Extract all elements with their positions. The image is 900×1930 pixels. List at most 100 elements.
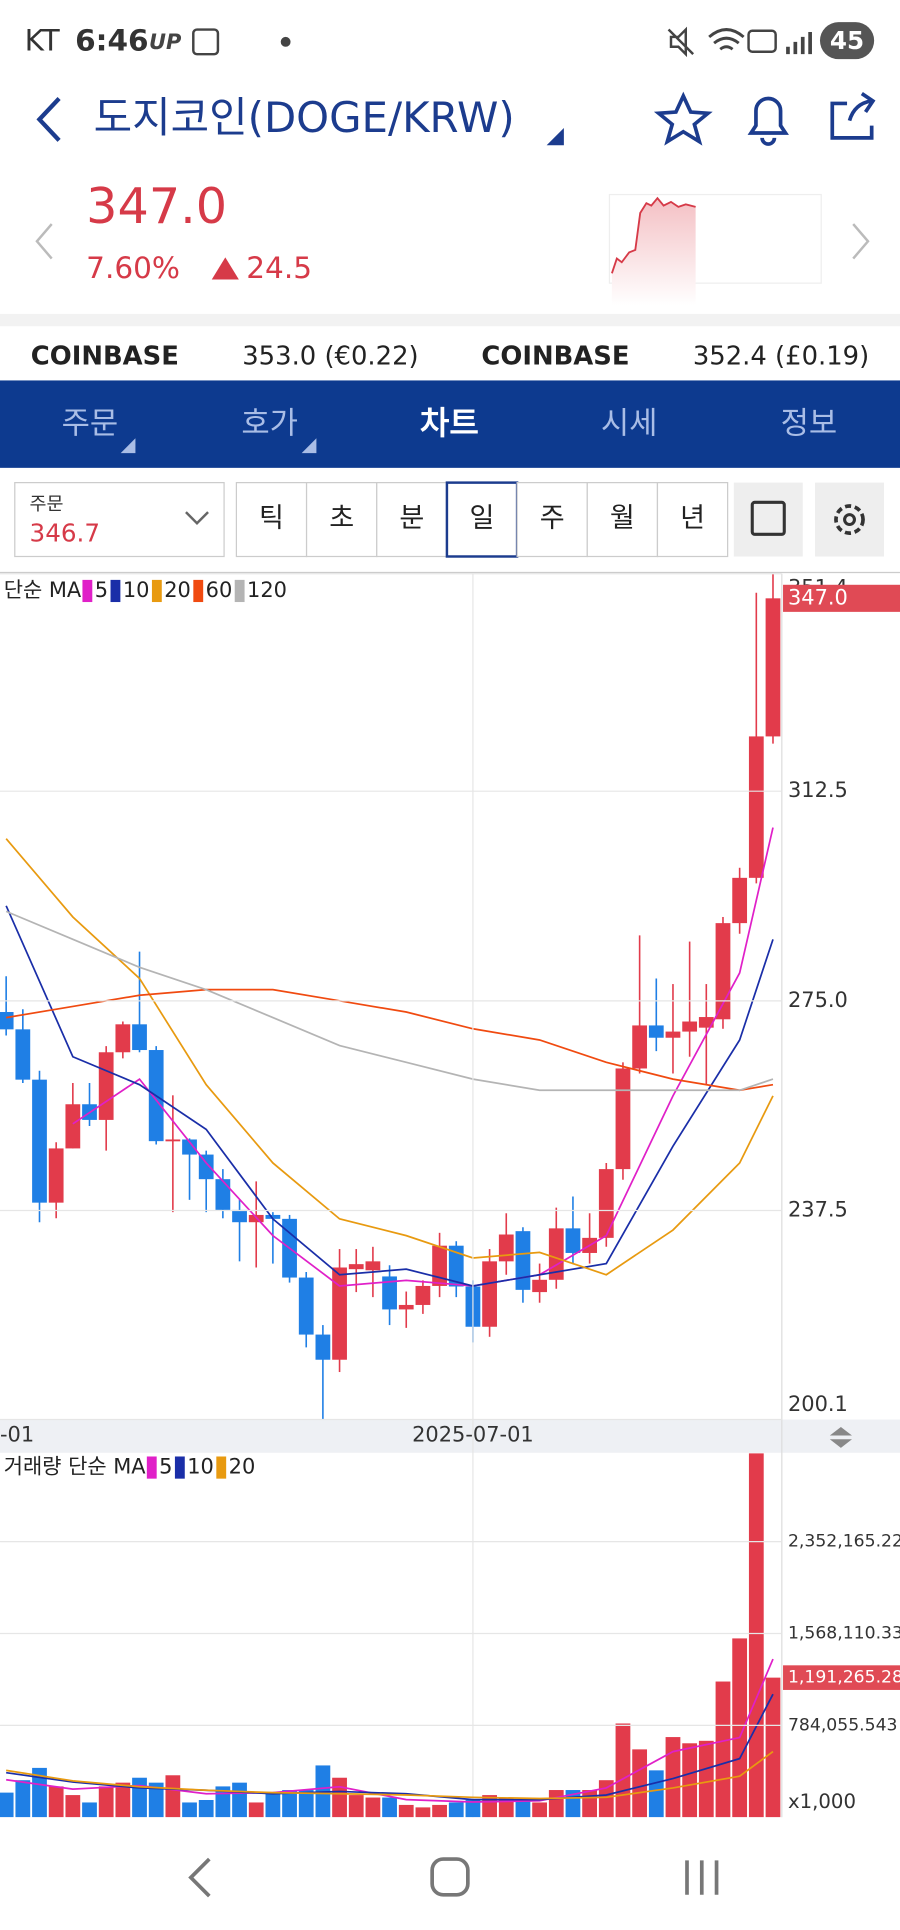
candle-body [432,1245,447,1286]
order-box[interactable] [14,482,225,558]
period-button[interactable] [445,481,519,558]
page-title[interactable]: 도지코인(DOGE/KRW) [94,93,515,142]
candle-body [648,1025,664,1038]
tab[interactable]: 호가 [241,405,298,441]
candle-body [682,1021,698,1032]
legend-label: 10 [187,1455,214,1479]
share-button[interactable] [830,92,876,140]
nav-bar [0,1819,900,1930]
legend-swatch [151,579,162,603]
candle-body [498,1234,514,1262]
candle-body [632,1025,648,1069]
title-dropdown[interactable] [546,128,564,146]
tab[interactable]: 시세 [601,405,658,441]
candle-body [515,1231,531,1290]
last-volume-label: 1,191,265.288 [788,1668,900,1688]
volume-bar [365,1797,381,1818]
period-button[interactable] [516,482,588,558]
ma-line [6,1658,774,1803]
settings-icon [834,504,865,535]
alert-button[interactable] [747,96,789,146]
candle-body [415,1285,431,1305]
candle-body [0,1012,14,1030]
divider [0,313,900,327]
period-button[interactable] [376,482,448,558]
legend-label: 5 [159,1455,172,1479]
period-button[interactable] [305,482,378,558]
volume-bar [532,1802,547,1818]
volume-bar [15,1780,31,1818]
layout-icon [750,500,786,536]
next-button[interactable] [852,223,870,260]
candle-body [765,598,781,737]
mute-icon [667,26,695,58]
legend-label: 10 [123,578,150,602]
back-button[interactable] [36,97,61,142]
candle-body [98,1052,114,1120]
volume-bar [0,1792,14,1818]
candle-body [132,1024,147,1051]
ma-line [5,905,774,1287]
candle-body [165,1139,181,1142]
favorite-button[interactable] [653,91,713,146]
period-label: 틱 [259,503,284,534]
volume-bar [282,1790,297,1818]
resize-handle[interactable] [829,1426,852,1448]
price: 347.0 [86,177,227,235]
volume-bar [65,1795,81,1818]
candle-body [182,1139,197,1155]
volume-bar [748,1453,764,1818]
volume-bar [48,1786,64,1818]
volume-bar [382,1797,397,1818]
sparkline [611,196,696,274]
tab[interactable]: 주문 [62,405,119,441]
period-button[interactable] [656,482,729,558]
volume-bar [648,1770,664,1818]
exchange-price: 353.0 (€0.22) [242,342,418,372]
prev-button[interactable] [35,223,53,260]
volume-bar [698,1740,714,1818]
unit-label: x1,000 [788,1790,856,1813]
battery-level: 45 [830,26,864,55]
wifi-icon [708,28,745,51]
period-label: 일 [470,503,495,534]
volume-bar [182,1802,197,1818]
status-icon [192,28,220,56]
tab-bar [0,380,900,468]
layout-button[interactable] [733,482,803,557]
y-tick-label: 275.0 [788,988,848,1012]
legend-swatch [82,579,93,603]
x-tick-label: -01 [0,1423,34,1447]
period-label: 주 [540,503,565,534]
tab[interactable]: 정보 [781,405,838,441]
nav-home[interactable] [430,1857,470,1897]
volume-bar [432,1804,447,1818]
nav-back[interactable] [188,1857,211,1898]
candle-body [448,1245,464,1287]
volume-bar [98,1786,114,1818]
settings-button[interactable] [815,482,884,557]
last-volume-tag [783,1665,900,1690]
candle-body [598,1169,614,1238]
candle-body [365,1261,381,1271]
period-button[interactable] [586,482,659,558]
volume-bar [348,1795,364,1818]
volume-bar [82,1802,97,1818]
legend-swatch [146,1456,157,1479]
volume-plot [0,1453,781,1818]
y-tick-label: 200.1 [788,1392,848,1416]
last-price-tag [783,584,900,612]
candle-body [565,1228,581,1253]
volume-bar [132,1777,147,1818]
volume-bar [32,1767,47,1818]
candle-body [198,1154,214,1180]
volume-bar [515,1799,531,1818]
volume-bar [548,1790,564,1818]
tab-active[interactable]: 차트 [420,404,479,442]
exchange-price: 352.4 (£0.19) [693,342,869,372]
volume-bar [165,1775,181,1818]
nav-recent[interactable] [685,1860,719,1895]
volume-bar [398,1804,414,1818]
legend-label: 5 [95,578,108,602]
